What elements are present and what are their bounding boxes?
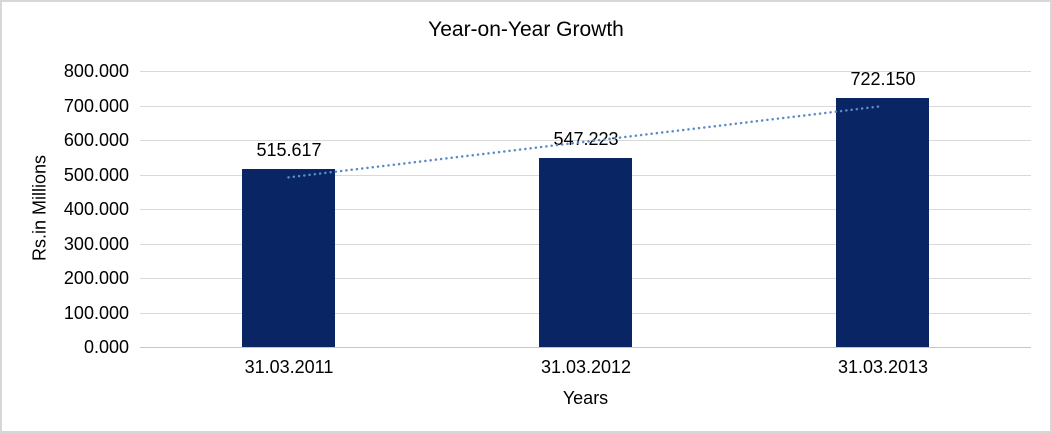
y-tick-label: 400.000 [63, 199, 129, 219]
category-label: 31.03.2013 [837, 357, 929, 377]
y-tick-label: 600.000 [63, 130, 129, 150]
y-tick-label: 700.000 [63, 96, 129, 116]
x-axis-line [140, 347, 1031, 348]
category-label: 31.03.2011 [244, 357, 334, 377]
value-label: 722.150 [850, 69, 916, 89]
y-tick-label: 200.000 [63, 268, 129, 288]
bar-31.03.2011 [242, 169, 335, 347]
chart-title: Year-on-Year Growth [428, 18, 624, 41]
y-tick-label: 100.000 [63, 303, 129, 323]
bar-31.03.2012 [539, 158, 632, 347]
value-label: 547.223 [553, 129, 619, 149]
value-label: 515.617 [256, 140, 322, 160]
y-tick-label: 800.000 [63, 61, 129, 81]
gridline [140, 71, 1031, 72]
x-axis-title: Years [562, 388, 609, 408]
y-tick-label: 500.000 [63, 165, 129, 185]
y-tick-label: 300.000 [63, 234, 129, 254]
bar-31.03.2013 [836, 98, 929, 347]
category-label: 31.03.2012 [540, 357, 632, 377]
y-tick-label: 0.000 [83, 337, 129, 357]
